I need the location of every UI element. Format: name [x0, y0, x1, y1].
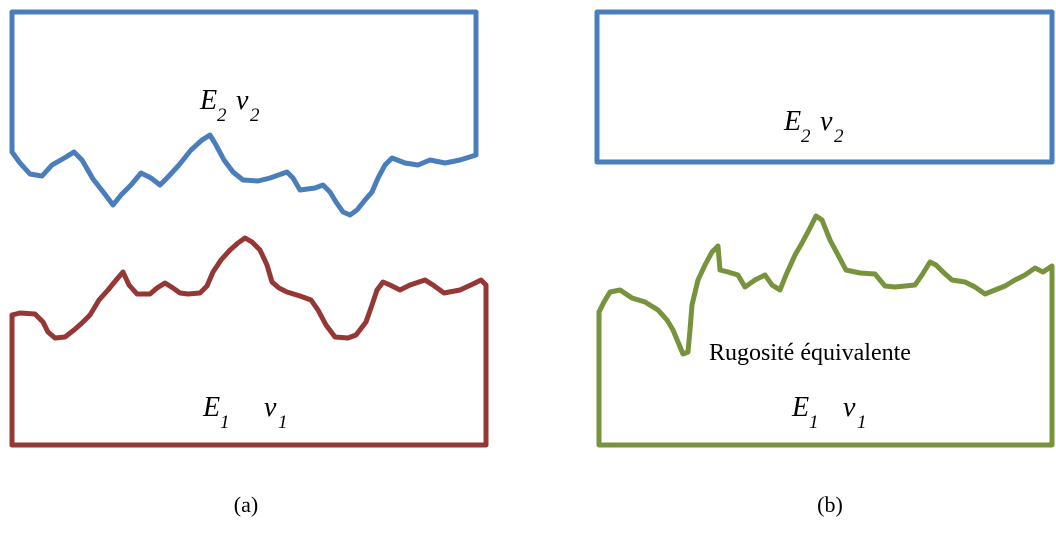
panel-a-upper-material-label: E 2 ν 2 — [199, 85, 260, 126]
panel-b-upper-material-label: E 2 ν 2 — [783, 106, 844, 147]
equivalent-roughness-label: Rugosité équivalente — [709, 340, 911, 366]
panel-b-upper-flat-body — [594, 9, 1055, 165]
panel-b-lower-material-label: E 1 ν 1 — [791, 392, 867, 433]
panel-b-lower-equivalent-rough-body — [596, 213, 1055, 448]
modulus-subscript: 2 — [217, 105, 227, 126]
poisson-subscript: 1 — [857, 412, 867, 433]
poisson-symbol: ν — [843, 392, 856, 423]
modulus-symbol: E — [202, 392, 220, 423]
poisson-symbol: ν — [264, 392, 277, 423]
modulus-subscript: 2 — [801, 126, 811, 147]
modulus-subscript: 1 — [220, 412, 230, 433]
poisson-subscript: 2 — [250, 105, 260, 126]
modulus-symbol: E — [199, 85, 217, 116]
panel-a-lower-material-label: E 1 ν 1 — [202, 392, 288, 433]
modulus-symbol: E — [783, 106, 801, 137]
poisson-subscript: 1 — [278, 412, 288, 433]
poisson-subscript: 2 — [834, 126, 844, 147]
modulus-subscript: 1 — [809, 412, 819, 433]
panel-a-caption: (a) — [234, 492, 258, 517]
poisson-symbol: ν — [236, 85, 249, 116]
panel-b-caption: (b) — [817, 492, 843, 517]
modulus-symbol: E — [791, 392, 809, 423]
panel-a-upper-rough-body — [9, 9, 479, 218]
panel-a-lower-rough-body — [9, 235, 489, 448]
poisson-symbol: ν — [820, 106, 833, 137]
